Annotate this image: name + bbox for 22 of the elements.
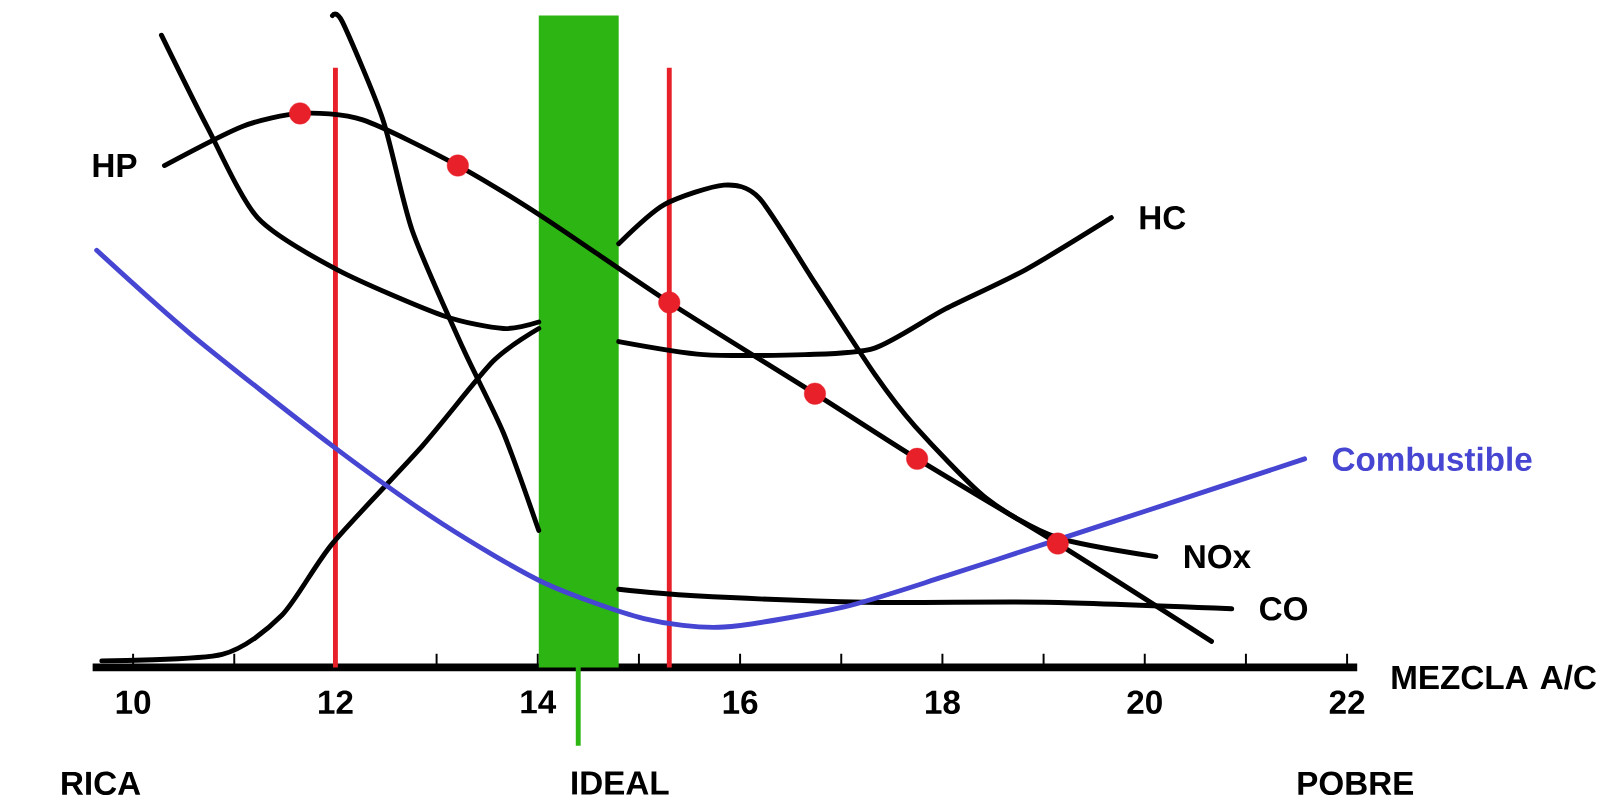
point <box>906 447 929 470</box>
x-tick-label: 20 <box>1127 690 1162 714</box>
point <box>804 382 826 405</box>
ref-line-label: IDEAL <box>572 771 669 795</box>
point <box>446 154 469 177</box>
text: RICA <box>62 771 141 795</box>
x-tick-label: 16 <box>723 690 758 714</box>
series-label: HP <box>93 154 137 177</box>
x-tick-label: 14 <box>521 690 557 714</box>
series-label: NOx <box>1185 544 1251 569</box>
x-axis-title: MEZCLA A/C <box>1392 664 1596 690</box>
point <box>1046 532 1069 555</box>
text: POBRE <box>1298 771 1414 795</box>
x-tick-label: 18 <box>926 690 960 714</box>
series-label: CO <box>1260 596 1308 621</box>
x-tick-label: 10 <box>116 690 151 714</box>
point <box>658 291 681 314</box>
series-label: HC <box>1140 205 1186 230</box>
x-tick-label: 12 <box>319 690 353 714</box>
series-label: Combustible <box>1332 446 1532 471</box>
point <box>289 102 311 125</box>
x-tick-label: 22 <box>1329 690 1365 714</box>
